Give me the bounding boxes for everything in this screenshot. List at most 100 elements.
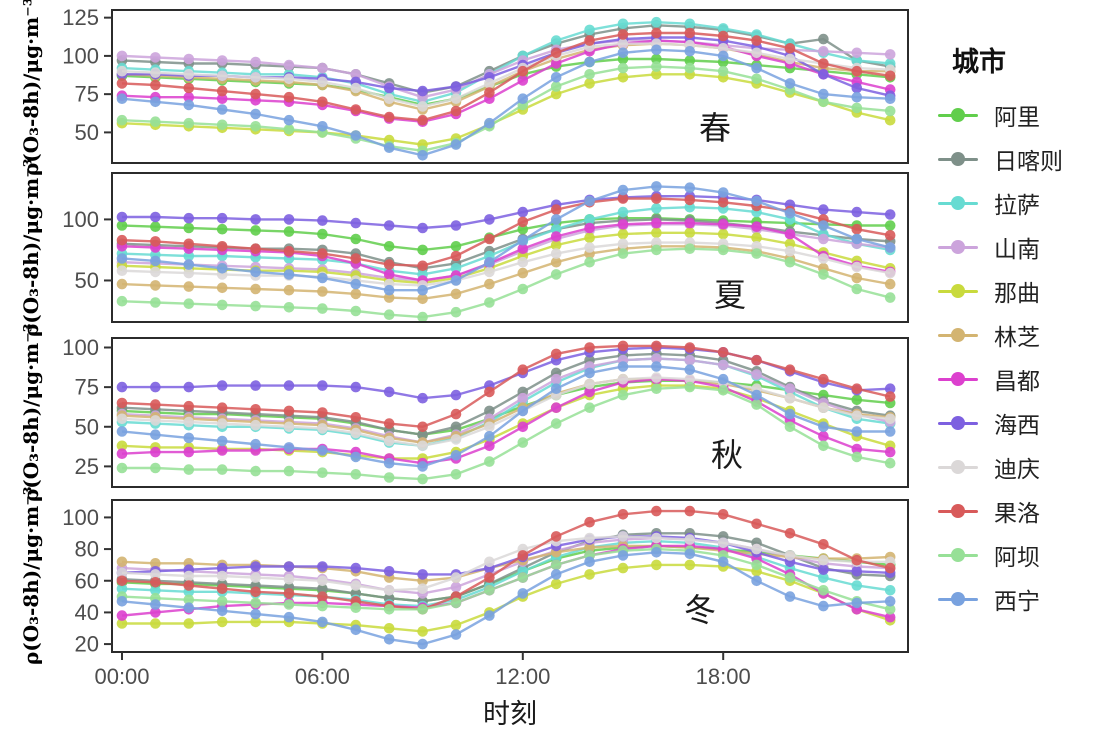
legend-title: 城市 (952, 47, 1006, 77)
series-markers (116, 531, 896, 596)
legend-swatch-icon (938, 503, 978, 519)
series-markers (116, 44, 896, 161)
legend-item-label: 果洛 (994, 500, 1040, 526)
panel-series-0 (116, 16, 896, 161)
legend-item: 昌都 (938, 357, 1100, 401)
x-tick-label: 00:00 (94, 664, 149, 689)
legend-item: 迪庆 (938, 445, 1100, 489)
series-markers (116, 372, 896, 452)
legend-swatch-icon (938, 327, 978, 343)
series-line (121, 551, 891, 646)
y-tick-label: 20 (75, 632, 99, 657)
y-axis-title-autumn: ρ(O₃-8h)/μg·m⁻³ (19, 323, 43, 502)
x-axis-title: 时刻 (483, 699, 537, 729)
legend-item: 日喀则 (938, 137, 1100, 181)
x-tick-label: 12:00 (495, 664, 550, 689)
y-tick-label: 100 (62, 505, 99, 530)
legend-item-label: 山南 (994, 236, 1040, 262)
legend-swatch-icon (938, 239, 978, 255)
panel-label-winter: 冬 (684, 592, 717, 628)
legend-swatch-icon (938, 107, 978, 123)
series-markers (116, 361, 896, 472)
series-line (121, 376, 891, 448)
series-line (121, 42, 891, 111)
series-line (121, 31, 891, 122)
y-tick-label: 125 (62, 5, 99, 30)
series-markers (116, 543, 896, 615)
series-markers (116, 381, 896, 485)
panel-border (111, 499, 909, 653)
series-line (121, 509, 891, 611)
series-line (121, 384, 891, 460)
legend-swatch-icon (938, 459, 978, 475)
series-line (121, 48, 891, 157)
legend-item-label: 阿里 (994, 104, 1040, 130)
series-line (121, 216, 891, 252)
series-line (121, 197, 891, 268)
series-line (121, 352, 891, 436)
y-tick-label: 80 (75, 537, 99, 562)
legend-item: 那曲 (938, 269, 1100, 313)
legend-item-label: 昌都 (994, 368, 1040, 394)
legend: 城市 阿里 日喀则 拉萨 山南 那曲 林芝 昌都 海西 迪庆 果洛 阿坝 西宁 (938, 40, 1100, 621)
series-line (121, 39, 891, 123)
series-line (121, 223, 891, 282)
series-line (121, 205, 891, 276)
series-line (121, 221, 891, 282)
legend-swatch-icon (938, 547, 978, 563)
panel-border (111, 172, 909, 323)
y-tick-label: 25 (75, 454, 99, 479)
legend-swatch-icon (938, 151, 978, 167)
legend-item-label: 那曲 (994, 280, 1040, 306)
series-markers (116, 181, 896, 296)
legend-item-label: 拉萨 (994, 192, 1040, 218)
y-tick-label: 100 (62, 335, 99, 360)
y-tick-label: 50 (75, 120, 99, 145)
series-line (121, 344, 891, 429)
y-axis-title-winter: ρ(O₃-8h)/μg·m⁻³ (19, 486, 43, 666)
legend-item-label: 阿坝 (994, 544, 1040, 570)
series-line (121, 20, 891, 104)
series-line (121, 357, 891, 448)
series-line (121, 535, 891, 576)
series-line (121, 365, 891, 468)
legend-item-label: 林芝 (994, 324, 1040, 350)
y-tick-label: 100 (62, 43, 99, 68)
series-line (121, 547, 891, 611)
series-line (121, 65, 891, 153)
series-line (121, 42, 891, 108)
x-tick-label: 06:00 (295, 664, 350, 689)
legend-swatch-icon (938, 371, 978, 387)
series-line (121, 247, 891, 319)
x-tick-label: 18:00 (696, 664, 751, 689)
legend-item: 阿里 (938, 93, 1100, 137)
legend-swatch-icon (938, 195, 978, 211)
y-tick-label: 75 (75, 82, 99, 107)
legend-item: 阿坝 (938, 533, 1100, 577)
series-line (121, 73, 891, 146)
y-tick-label: 40 (75, 600, 99, 625)
series-markers (116, 243, 896, 321)
y-tick-label: 60 (75, 568, 99, 593)
panel-border (111, 9, 909, 164)
series-markers (116, 547, 896, 650)
legend-item: 山南 (938, 225, 1100, 269)
series-line (121, 377, 891, 465)
series-line (121, 357, 891, 444)
series-line (122, 346, 891, 400)
series-line (121, 185, 891, 292)
series-line (122, 385, 891, 481)
series-line (121, 241, 891, 287)
series-line (121, 24, 891, 94)
legend-swatch-icon (938, 591, 978, 607)
series-markers (116, 340, 896, 433)
panel-label-autumn: 秋 (711, 437, 744, 473)
panel-series-3 (116, 505, 896, 650)
series-line (121, 535, 891, 592)
legend-item: 拉萨 (938, 181, 1100, 225)
legend-items: 阿里 日喀则 拉萨 山南 那曲 林芝 昌都 海西 迪庆 果洛 阿坝 西宁 (938, 93, 1100, 621)
series-markers (116, 505, 896, 615)
legend-item-label: 迪庆 (994, 456, 1040, 482)
